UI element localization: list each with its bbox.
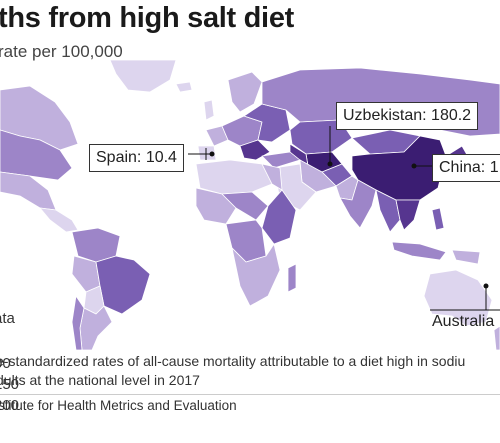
map-title: ths from high salt diet <box>0 2 295 34</box>
region-north-africa <box>195 159 273 195</box>
region-spain <box>197 145 217 161</box>
callout-uzbekistan: Uzbekistan: 180.2 <box>336 102 479 130</box>
spain-marker <box>209 151 215 157</box>
region-png <box>451 249 481 265</box>
australia-marker <box>483 283 489 289</box>
region-southern-africa <box>231 243 281 307</box>
region-sahel <box>221 191 269 221</box>
note-line-1: e-standardized rates of all-cause mortal… <box>0 353 466 369</box>
callout-china: China: 1 <box>432 154 500 182</box>
callout-spain: Spain: 10.4 <box>89 144 184 172</box>
legend-tier-1: 00 <box>0 355 11 372</box>
source-credit: stitute for Health Metrics and Evaluatio… <box>0 398 237 413</box>
map-subtitle: rate per 100,000 <box>0 42 123 61</box>
map-note: e-standardized rates of all-cause mortal… <box>0 352 465 390</box>
region-central-africa <box>225 219 267 263</box>
region-india <box>339 179 377 229</box>
uzbekistan-marker <box>327 161 333 167</box>
region-vietnam <box>395 199 421 231</box>
callout-australia: Australia <box>432 313 495 330</box>
region-chile <box>71 295 85 350</box>
legend-tier-3: 200 <box>0 397 20 414</box>
region-australia <box>423 269 493 327</box>
note-line-2: dults at the national level in 2017 <box>0 372 200 388</box>
region-philippines <box>431 207 445 231</box>
china-marker <box>411 163 417 169</box>
divider <box>0 394 500 395</box>
region-greenland <box>109 60 177 93</box>
legend-tier-2: 150 <box>0 376 20 393</box>
region-iceland <box>175 81 193 93</box>
region-scandinavia <box>227 71 263 113</box>
world-map: Uzbekistan: 180.2 Spain: 10.4 China: 1 A… <box>0 60 500 414</box>
region-indonesia <box>391 241 447 261</box>
region-madagascar <box>287 263 297 293</box>
region-new-zealand <box>493 325 500 350</box>
legend-no-data: ata <box>0 310 15 327</box>
region-central-america <box>39 207 79 233</box>
region-myanmar-thailand <box>375 189 401 233</box>
region-uk <box>203 99 215 121</box>
